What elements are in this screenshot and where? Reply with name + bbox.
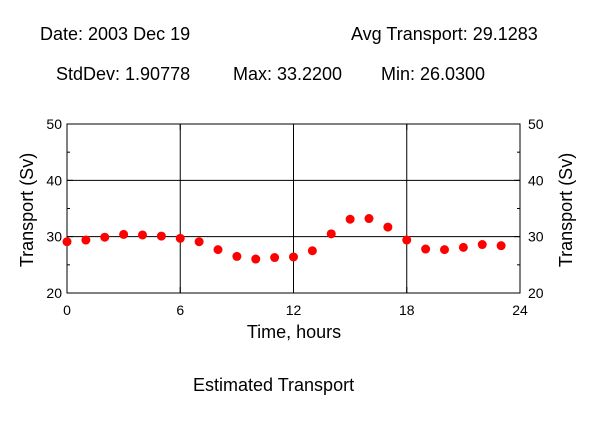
grid-lines bbox=[67, 124, 520, 293]
y-tick-label-left: 50 bbox=[46, 116, 62, 132]
chart-caption: Estimated Transport bbox=[193, 375, 355, 395]
data-point bbox=[213, 245, 223, 255]
data-point bbox=[232, 251, 242, 261]
axis-ticks bbox=[66, 123, 521, 294]
data-point bbox=[307, 246, 317, 256]
avg-transport-label: Avg Transport: 29.1283 bbox=[351, 24, 538, 44]
x-tick-label: 24 bbox=[512, 302, 528, 318]
data-point bbox=[289, 252, 298, 262]
data-point bbox=[477, 240, 487, 250]
data-point bbox=[194, 237, 204, 247]
data-points bbox=[62, 214, 506, 264]
x-tick-label: 6 bbox=[176, 302, 184, 318]
data-point bbox=[458, 242, 468, 252]
y-tick-label-right: 40 bbox=[528, 172, 544, 188]
data-point bbox=[270, 253, 280, 263]
data-point bbox=[440, 245, 449, 255]
data-point bbox=[138, 230, 147, 240]
data-point bbox=[62, 237, 72, 247]
data-point bbox=[364, 214, 374, 224]
x-axis-title: Time, hours bbox=[247, 322, 341, 342]
data-point bbox=[421, 244, 431, 254]
y-tick-label-right: 20 bbox=[528, 285, 544, 301]
y-tick-label-right: 50 bbox=[528, 116, 544, 132]
y-tick-label-right: 30 bbox=[528, 229, 544, 245]
x-tick-label: 0 bbox=[63, 302, 71, 318]
stddev-label: StdDev: 1.90778 bbox=[56, 64, 191, 84]
data-point bbox=[496, 241, 506, 251]
data-point bbox=[402, 235, 412, 245]
data-point bbox=[156, 231, 166, 241]
data-point bbox=[119, 229, 129, 239]
max-label: Max: 33.2200 bbox=[233, 64, 343, 84]
data-point bbox=[383, 222, 393, 232]
y-tick-label-left: 40 bbox=[46, 172, 62, 188]
y-axis-title-left: Transport (Sv) bbox=[17, 153, 37, 267]
data-point bbox=[175, 233, 185, 243]
x-tick-label: 18 bbox=[399, 302, 415, 318]
y-tick-label-left: 20 bbox=[46, 285, 62, 301]
data-point bbox=[81, 235, 91, 245]
min-label: Min: 26.0300 bbox=[381, 64, 486, 84]
data-point bbox=[326, 229, 336, 239]
data-point bbox=[345, 214, 355, 224]
y-axis-title-right: Transport (Sv) bbox=[556, 153, 576, 267]
x-tick-label: 12 bbox=[286, 302, 302, 318]
y-tick-label-left: 30 bbox=[46, 229, 62, 245]
date-label: Date: 2003 Dec 19 bbox=[40, 24, 191, 44]
data-point bbox=[251, 254, 261, 264]
data-point bbox=[100, 232, 110, 242]
